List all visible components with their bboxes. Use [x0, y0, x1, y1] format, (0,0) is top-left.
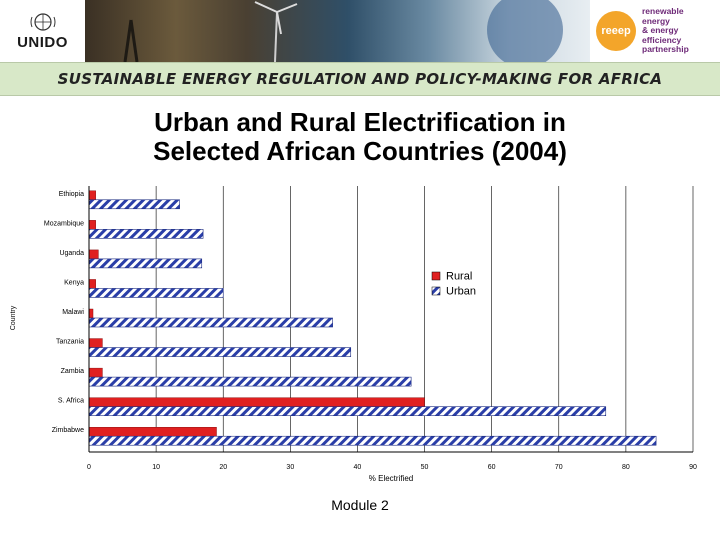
- subtitle-text: SUSTAINABLE ENERGY REGULATION AND POLICY…: [57, 70, 663, 88]
- x-tick-labels: 0 10 20 30 40 50 60 70 80 90: [87, 464, 697, 471]
- bar-urban: [88, 435, 657, 446]
- bar-urban: [88, 288, 224, 298]
- unido-wordmark: UNIDO: [17, 34, 68, 51]
- bar-rural: [88, 427, 217, 437]
- bar-urban: [88, 199, 180, 210]
- reeep-tagline: renewable energy & energy efficiency par…: [642, 7, 689, 55]
- bars: [88, 190, 657, 446]
- reeep-line: efficiency: [642, 34, 682, 45]
- legend-label-urban: Urban: [446, 286, 476, 298]
- bar-rural: [88, 220, 96, 230]
- wind-turbine-icon: [123, 0, 563, 62]
- y-tick-label: Uganda: [59, 250, 84, 257]
- legend-label-rural: Rural: [446, 271, 472, 283]
- reeep-line: energy: [642, 15, 670, 26]
- legend-swatch-urban: [431, 286, 441, 296]
- footer-module-label: Module 2: [331, 497, 389, 513]
- header-banner: UNIDO reeep renewable energy & energy ef…: [0, 0, 720, 62]
- y-tick-label: Mozambique: [44, 220, 84, 227]
- y-tick-label: Zimbabwe: [52, 427, 84, 434]
- bar-rural: [88, 397, 425, 407]
- x-tick-label: 90: [689, 464, 697, 471]
- legend: Rural Urban: [431, 271, 476, 298]
- chart-title: Urban and Rural Electrification in Selec…: [0, 108, 720, 166]
- chart-title-line: Urban and Rural Electrification in: [154, 107, 566, 137]
- bar-rural: [88, 190, 96, 200]
- y-tick-label: Kenya: [64, 279, 84, 286]
- bar-urban: [88, 258, 203, 269]
- un-emblem-icon: [30, 13, 55, 31]
- banner-photo-collage: [85, 0, 590, 62]
- bar-urban: [88, 229, 204, 239]
- x-tick-label: 80: [622, 464, 630, 471]
- chart-title-line: Selected African Countries (2004): [153, 136, 567, 166]
- unido-logo: UNIDO: [0, 0, 85, 62]
- x-tick-label: 20: [219, 464, 227, 471]
- legend-swatch-rural: [431, 271, 441, 281]
- bar-rural: [88, 249, 99, 260]
- y-tick-label: Ethiopia: [59, 191, 84, 198]
- x-tick-label: 70: [555, 464, 563, 471]
- x-tick-label: 50: [421, 464, 429, 471]
- y-axis-label: Country: [10, 305, 17, 330]
- x-tick-label: 60: [488, 464, 496, 471]
- y-tick-labels: Ethiopia Mozambique Uganda Kenya Malawi Tanza…: [44, 191, 85, 434]
- reeep-line: renewable: [642, 6, 684, 17]
- y-tick-label: Zambia: [61, 368, 84, 375]
- reeep-line: partnership: [642, 44, 689, 55]
- x-tick-label: 10: [152, 464, 160, 471]
- bar-rural: [88, 308, 94, 319]
- y-tick-label: S. Africa: [58, 398, 84, 405]
- bar-urban: [88, 406, 607, 416]
- x-tick-label: 40: [354, 464, 362, 471]
- y-tick-label: Tanzania: [56, 339, 84, 346]
- x-axis-label: % Electrified: [369, 474, 413, 483]
- bar-urban: [88, 376, 412, 387]
- y-tick-label: Malawi: [62, 309, 84, 316]
- subtitle-strip: SUSTAINABLE ENERGY REGULATION AND POLICY…: [0, 62, 720, 96]
- bar-chart: Ethiopia Mozambique Uganda Kenya Malawi Tanza…: [10, 186, 697, 483]
- reeep-line: & energy: [642, 25, 679, 36]
- x-tick-label: 0: [87, 464, 91, 471]
- bar-urban: [88, 347, 352, 357]
- bar-rural: [88, 279, 96, 289]
- bar-rural: [88, 367, 103, 378]
- bar-urban: [88, 317, 333, 328]
- reeep-mark: reeep: [596, 11, 636, 51]
- bar-rural: [88, 338, 103, 348]
- x-tick-label: 30: [286, 464, 294, 471]
- reeep-logo: reeep renewable energy & energy efficien…: [590, 0, 720, 62]
